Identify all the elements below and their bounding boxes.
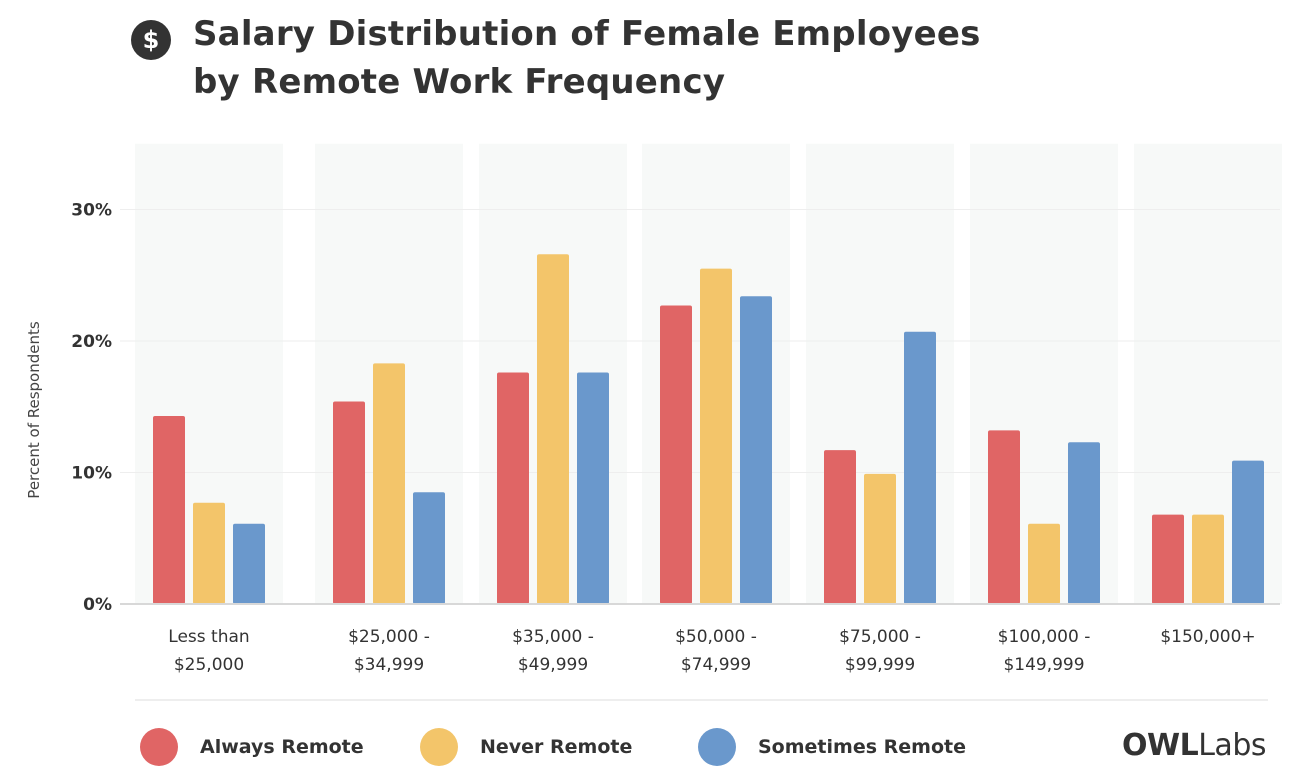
bar-sometimes-remote-2 <box>413 492 445 604</box>
dollar-icon: $ <box>131 20 171 60</box>
legend-swatch-sometimes-remote <box>698 728 736 766</box>
y-tick-label-10: 10% <box>71 464 112 484</box>
chart-title: Salary Distribution of Female Employees … <box>193 10 1093 106</box>
x-tick-label-line: $150,000+ <box>1160 627 1255 647</box>
x-tick-label-6: $100,000 - $149,999 <box>998 627 1091 675</box>
legend-label-never-remote: Never Remote <box>480 736 633 758</box>
y-tick-label-30: 30% <box>71 201 112 221</box>
x-tick-label-line: $35,000 - <box>512 627 594 647</box>
x-tick-label-3: $35,000 - $49,999 <box>512 627 594 675</box>
chart-title-line-1: Salary Distribution of Female Employees <box>193 14 981 54</box>
chart-title-line-2: by Remote Work Frequency <box>193 62 726 102</box>
bar-sometimes-remote-5 <box>904 331 936 604</box>
bar-never-remote-2 <box>373 363 405 604</box>
bar-always-remote-2 <box>333 401 365 604</box>
bar-sometimes-remote-6 <box>1068 442 1100 604</box>
legend-label-always-remote: Always Remote <box>200 736 364 758</box>
bar-never-remote-3 <box>537 254 569 604</box>
x-tick-label-line: $50,000 - <box>675 627 757 647</box>
bar-never-remote-6 <box>1028 523 1060 604</box>
x-tick-label-line: $34,999 <box>354 655 424 675</box>
x-tick-label-2: $25,000 - $34,999 <box>348 627 430 675</box>
x-tick-label-line: $25,000 - <box>348 627 430 647</box>
x-tick-label-line: $25,000 <box>174 655 244 675</box>
x-tick-label-7: $150,000+ <box>1160 627 1255 647</box>
x-tick-label-line: $74,999 <box>681 655 751 675</box>
bar-never-remote-7 <box>1192 514 1224 604</box>
bar-always-remote-5 <box>824 450 856 604</box>
x-tick-label-line: $99,999 <box>845 655 915 675</box>
y-tick-label-20: 20% <box>71 332 112 352</box>
logo-labs-text: Labs <box>1198 728 1266 763</box>
chart-header: $ Salary Distribution of Female Employee… <box>131 10 1111 120</box>
x-tick-label-line: $49,999 <box>518 655 588 675</box>
bar-always-remote-7 <box>1152 514 1184 604</box>
y-tick-label-0: 0% <box>83 595 112 615</box>
bar-always-remote-1 <box>153 415 185 604</box>
bar-never-remote-5 <box>864 473 896 604</box>
legend-label-sometimes-remote: Sometimes Remote <box>758 736 966 758</box>
bar-always-remote-4 <box>660 305 692 604</box>
x-tick-label-1: Less than $25,000 <box>168 627 249 675</box>
owl-labs-logo: OWLLabs <box>1122 729 1266 763</box>
x-tick-label-4: $50,000 - $74,999 <box>675 627 757 675</box>
bar-never-remote-4 <box>700 268 732 604</box>
legend-swatch-always-remote <box>140 728 178 766</box>
x-tick-label-line: Less than <box>168 627 249 647</box>
bar-sometimes-remote-1 <box>233 523 265 604</box>
bar-always-remote-6 <box>988 430 1020 604</box>
x-tick-label-5: $75,000 - $99,999 <box>839 627 921 675</box>
chart-legend: Always Remote Never Remote Sometimes Rem… <box>140 728 1040 768</box>
x-tick-label-line: $75,000 - <box>839 627 921 647</box>
bar-never-remote-1 <box>193 502 225 604</box>
x-tick-label-line: $149,999 <box>1003 655 1084 675</box>
x-tick-label-line: $100,000 - <box>998 627 1091 647</box>
bar-sometimes-remote-3 <box>577 372 609 604</box>
logo-owl-text: OWL <box>1122 728 1199 763</box>
bar-always-remote-3 <box>497 372 529 604</box>
bar-sometimes-remote-4 <box>740 296 772 604</box>
legend-swatch-never-remote <box>420 728 458 766</box>
bar-sometimes-remote-7 <box>1232 460 1264 604</box>
